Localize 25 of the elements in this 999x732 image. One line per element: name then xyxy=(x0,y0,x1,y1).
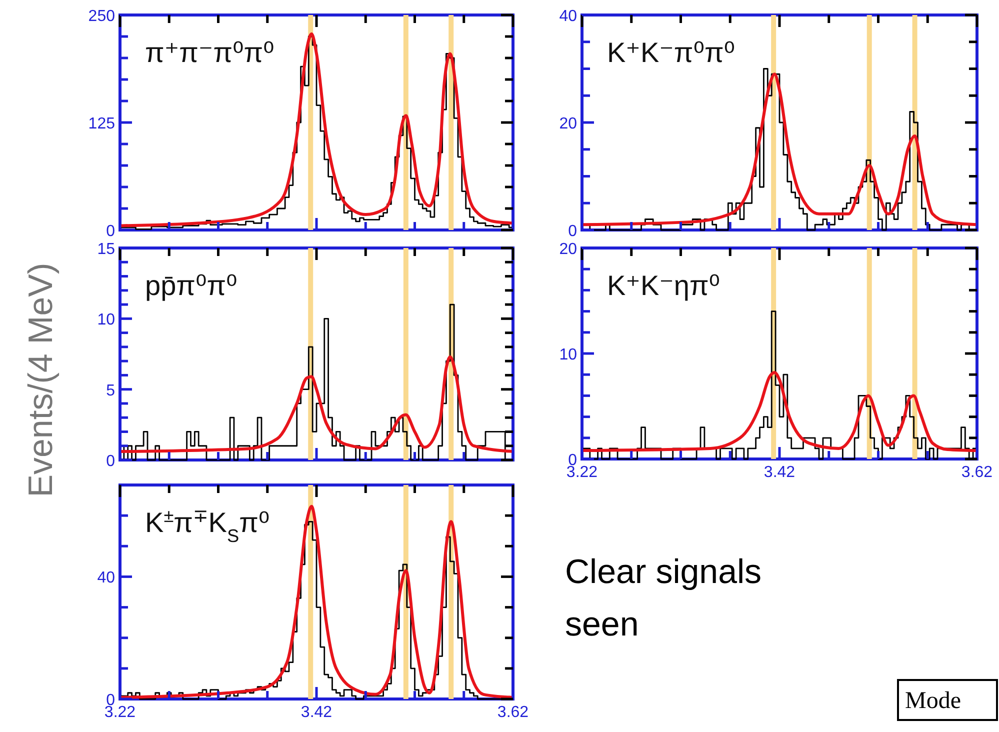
text: π⁺π⁻π⁰π⁰ xyxy=(145,37,274,68)
x-tick-label: 3.42 xyxy=(300,704,332,721)
y-tick-label: 5 xyxy=(106,382,116,400)
text: Clear signals seen xyxy=(565,553,762,644)
x-tick-label: 3.42 xyxy=(764,464,796,481)
y-tick-label: 0 xyxy=(106,453,116,470)
text: pp̄π⁰π⁰ xyxy=(145,270,238,301)
y-tick-label: 0 xyxy=(106,223,116,240)
y-tick-label: 40 xyxy=(559,8,578,25)
y-tick-label: 10 xyxy=(559,346,578,364)
y-tick-label: 40 xyxy=(97,570,116,587)
y-tick-label: 125 xyxy=(88,116,116,132)
text: K⁺K⁻π⁰π⁰ xyxy=(607,37,735,68)
y-tick-label: 250 xyxy=(88,8,116,25)
text: K$^{±}$π$^{∓}$K$_{S}$π⁰ xyxy=(145,506,270,546)
x-tick-label: 3.62 xyxy=(961,464,993,481)
y-axis-title: Events/(4 MeV) xyxy=(22,262,60,498)
text: K⁺K⁻ηπ⁰ xyxy=(607,270,720,301)
y-tick-label: 20 xyxy=(559,116,578,132)
y-tick-label: 20 xyxy=(559,241,578,258)
y-tick-label: 10 xyxy=(97,312,116,329)
y-tick-label: 0 xyxy=(568,223,578,240)
text: Mode xyxy=(905,688,961,714)
y-tick-label: 15 xyxy=(97,241,116,258)
x-tick-label: 3.62 xyxy=(497,704,529,721)
